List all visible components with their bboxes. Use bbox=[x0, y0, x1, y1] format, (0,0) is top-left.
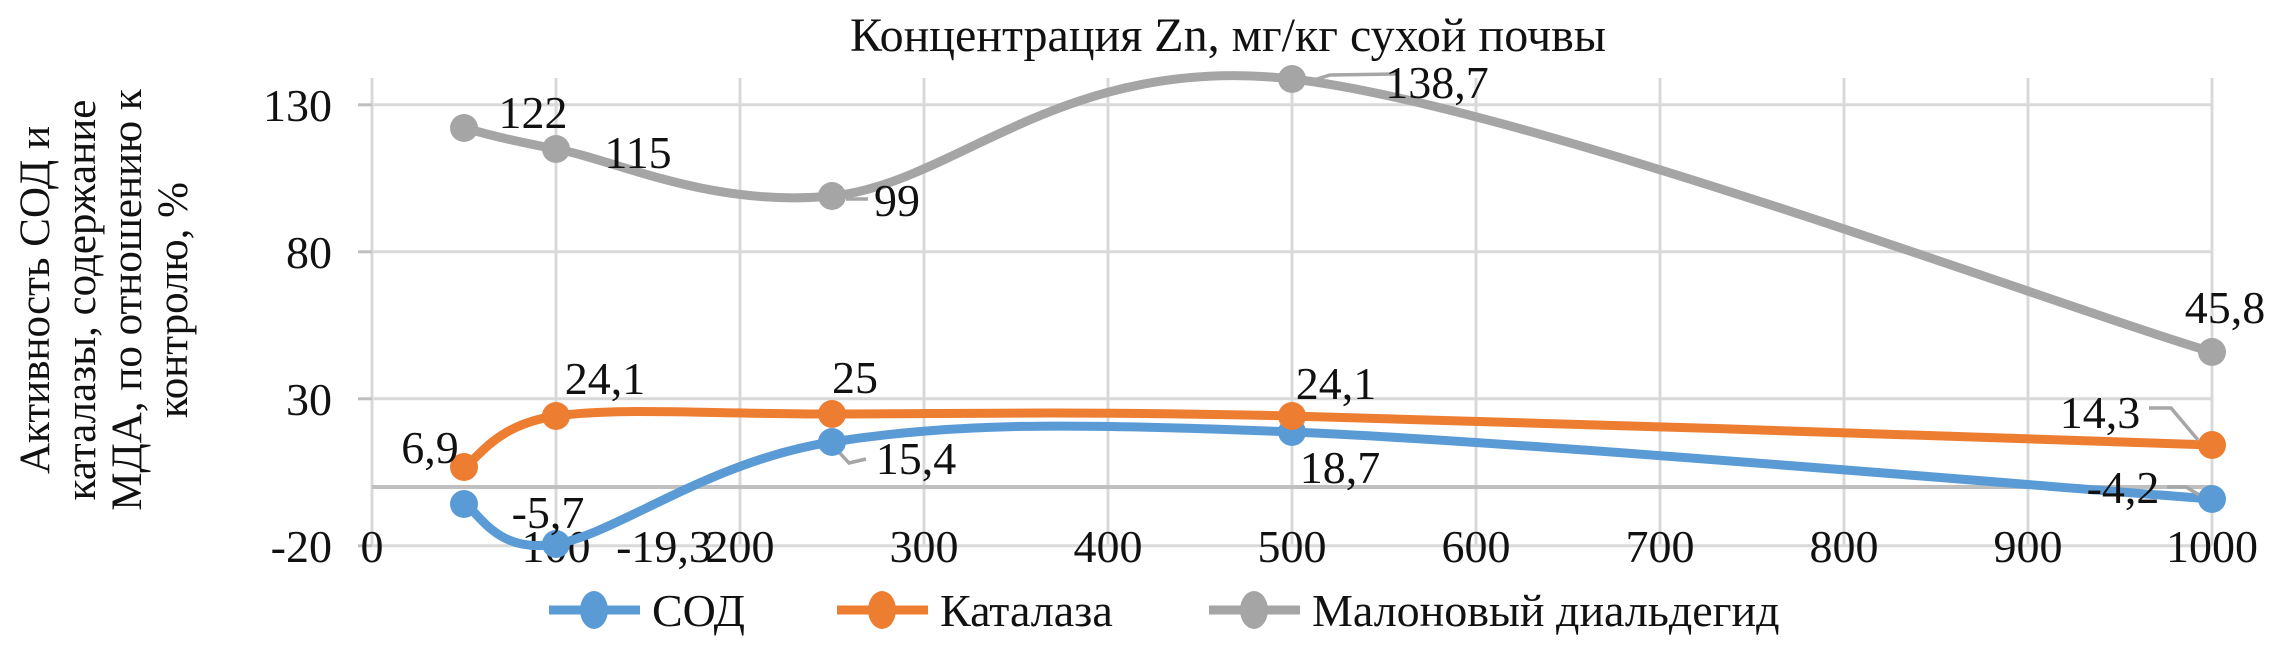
data-point-label: 24,1 bbox=[1296, 358, 1377, 409]
data-point-label: -4,2 bbox=[2087, 462, 2160, 513]
data-point-label: 24,1 bbox=[565, 353, 646, 404]
data-point-marker bbox=[2198, 338, 2226, 366]
data-point-marker bbox=[542, 530, 570, 558]
data-label-leader-line bbox=[1300, 72, 1397, 86]
data-point-label: -19,3 bbox=[616, 521, 712, 572]
data-label-leader-line bbox=[836, 449, 867, 465]
y-axis-title-line: каталазы, содержание bbox=[58, 100, 105, 501]
legend-marker-icon bbox=[1240, 591, 1268, 629]
legend-item-mda: Малоновый диальдегид bbox=[1209, 585, 1780, 636]
y-axis-title-line: МДА, по отношению к bbox=[104, 89, 151, 511]
data-point-label: 99 bbox=[874, 175, 920, 226]
chart-title: Концентрация Zn, мг/кг сухой почвы bbox=[850, 9, 1606, 62]
data-point-marker bbox=[1278, 402, 1306, 430]
y-axis-title: Активность СОД и каталазы, содержание МД… bbox=[12, 89, 197, 511]
data-point-marker bbox=[450, 453, 478, 481]
legend-label: СОД bbox=[652, 585, 745, 636]
legend-marker-icon bbox=[580, 591, 608, 629]
x-axis-tick-labels: 01002003004005006007008009001000 bbox=[361, 521, 2259, 572]
data-point-marker bbox=[450, 490, 478, 518]
y-axis-tick-labels: -20 30 80 130 bbox=[263, 80, 332, 572]
x-tick-label: 0 bbox=[361, 521, 384, 572]
data-point-label: 115 bbox=[604, 127, 671, 178]
x-tick-label: 400 bbox=[1074, 521, 1143, 572]
legend: СОД Каталаза Малоновый диальдегид bbox=[549, 585, 1780, 636]
data-point-label: 6,9 bbox=[401, 422, 459, 473]
data-point-label: 45,8 bbox=[2185, 282, 2266, 333]
data-point-marker bbox=[542, 402, 570, 430]
x-tick-label: 300 bbox=[890, 521, 959, 572]
data-point-marker bbox=[1278, 65, 1306, 93]
axis-lines bbox=[358, 78, 2212, 548]
y-tick-label: 80 bbox=[286, 227, 332, 278]
data-label-leader-line bbox=[2167, 485, 2202, 498]
x-tick-label: 800 bbox=[1810, 521, 1879, 572]
x-tick-label: 700 bbox=[1626, 521, 1695, 572]
legend-item-katalaza: Каталаза bbox=[837, 585, 1113, 636]
data-point-marker bbox=[450, 114, 478, 142]
x-tick-label: 500 bbox=[1258, 521, 1327, 572]
data-point-marker bbox=[818, 428, 846, 456]
data-point-label: 15,4 bbox=[876, 433, 957, 484]
data-point-marker bbox=[818, 182, 846, 210]
x-tick-label: 200 bbox=[706, 521, 775, 572]
x-tick-label: 900 bbox=[1994, 521, 2063, 572]
data-point-label: 25 bbox=[832, 352, 878, 403]
data-point-marker bbox=[818, 400, 846, 428]
data-series: -5,7 -19,3 15,4 18,7 -4,2 6,9 24,1 25 24,1 14,3 12… bbox=[401, 57, 2265, 572]
data-point-marker bbox=[2198, 485, 2226, 513]
data-point-label: 138,7 bbox=[1385, 57, 1489, 108]
legend-item-sod: СОД bbox=[549, 585, 745, 636]
series-line-2 bbox=[459, 71, 2217, 357]
data-point-label: -5,7 bbox=[512, 487, 585, 538]
y-tick-label: 30 bbox=[286, 374, 332, 425]
y-axis-title-line: Активность СОД и bbox=[12, 126, 59, 474]
x-tick-label: 600 bbox=[1442, 521, 1511, 572]
y-axis-title-line: контролю, % bbox=[150, 182, 197, 418]
y-tick-label: -20 bbox=[271, 521, 332, 572]
y-tick-label: 130 bbox=[263, 80, 332, 131]
data-point-marker bbox=[2198, 431, 2226, 459]
legend-label: Каталаза bbox=[940, 585, 1113, 636]
data-point-label: 18,7 bbox=[1300, 442, 1381, 493]
x-tick-label: 1000 bbox=[2166, 521, 2258, 572]
data-point-label: 122 bbox=[499, 87, 568, 138]
data-point-marker bbox=[542, 135, 570, 163]
legend-label: Малоновый диальдегид bbox=[1312, 585, 1780, 636]
data-label-leader-line bbox=[2149, 406, 2200, 442]
data-point-label: 14,3 bbox=[2060, 387, 2141, 438]
legend-marker-icon bbox=[868, 591, 896, 629]
